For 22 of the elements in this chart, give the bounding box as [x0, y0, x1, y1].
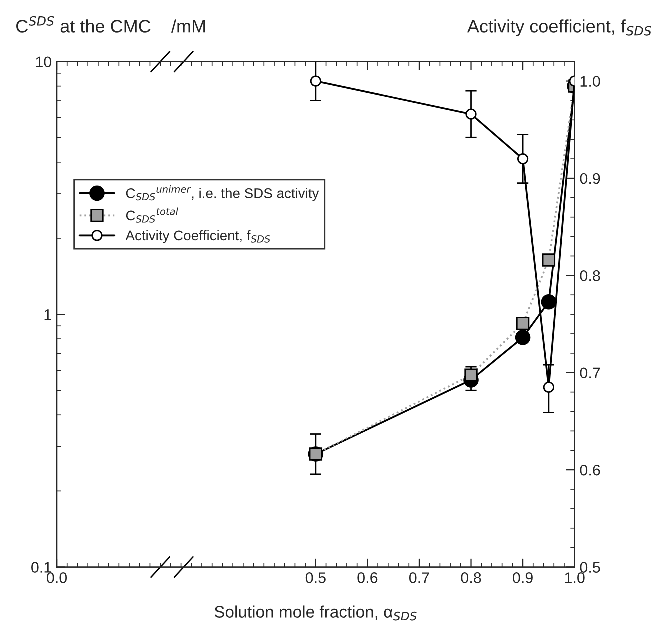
y2-tick-label: 1.0	[580, 76, 600, 87]
legend-label: Activity Coefficient, f$_{SDS}$	[126, 230, 270, 244]
x-axis-title: Solution mole fraction, α$_{SDS}$	[214, 606, 417, 621]
y2-tick-label: 0.6	[580, 464, 600, 476]
y-tick-label: 0.1	[32, 562, 52, 573]
legend-label: C$_{SDS}$$^{unimer}$, i.e. the SDS activity	[126, 186, 320, 202]
y2-tick-label: 0.9	[580, 173, 600, 184]
x-tick-label: 0.8	[461, 572, 482, 584]
y2-tick-label: 0.7	[580, 368, 600, 379]
x-tick-label: 0.6	[358, 572, 378, 584]
legend-label: C$_{SDS}$$^{total}$	[126, 208, 178, 223]
y2-axis-title: Activity coefficient, f$_{SDS}$	[467, 20, 652, 36]
y-axis-title: C$^{SDS}$ at the CMC /mM	[16, 16, 206, 33]
y2-tick-label: 0.5	[580, 562, 600, 573]
y-tick-label: 10	[36, 56, 52, 68]
x-tick-label: 0.0	[46, 572, 68, 584]
y2-tick-label: 0.8	[580, 270, 600, 282]
x-tick-label: 1.0	[565, 572, 585, 584]
x-tick-label: 0.5	[306, 572, 326, 584]
x-tick-label: 0.9	[513, 572, 533, 584]
x-tick-label: 0.7	[409, 572, 430, 584]
y-tick-label: 1	[44, 310, 52, 320]
